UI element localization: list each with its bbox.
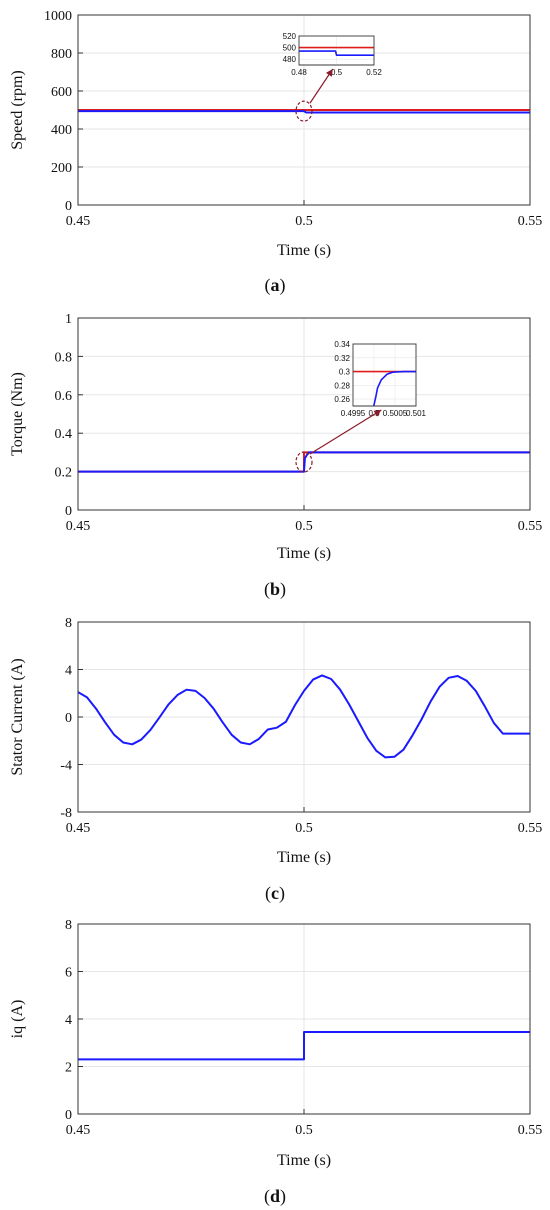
y-tick-label: 0.6 bbox=[55, 389, 73, 404]
x-axis-label: Time (s) bbox=[277, 545, 331, 562]
x-tick-label: 0.55 bbox=[518, 214, 543, 229]
axes-frame bbox=[77, 923, 531, 1115]
caption-letter: c bbox=[271, 883, 279, 903]
axes-frame bbox=[77, 14, 531, 206]
x-tick-label: 0.55 bbox=[518, 1123, 543, 1138]
inset-x-tick-label: 0.4995 bbox=[341, 409, 366, 418]
caption-open: ( bbox=[264, 579, 270, 600]
y-axis-label: Speed (rpm) bbox=[9, 70, 26, 150]
y-tick-label: 0.2 bbox=[55, 466, 73, 481]
y-tick-label: 0 bbox=[65, 711, 72, 726]
inset-y-tick-label: 0.34 bbox=[334, 340, 350, 349]
y-tick-label: 4 bbox=[65, 664, 72, 679]
caption-open: ( bbox=[264, 1186, 270, 1207]
y-tick-label: -8 bbox=[60, 806, 72, 821]
inset-x-tick-label: 0.501 bbox=[406, 409, 427, 418]
caption-letter: a bbox=[271, 275, 280, 295]
chart-a: 0 200 400 600 800 1000 0.45 0.5 0.55 Time (s) Spee… bbox=[9, 9, 542, 296]
series-measured-line bbox=[78, 451, 530, 473]
x-axis-label: Time (s) bbox=[277, 242, 331, 259]
caption-close: ) bbox=[280, 579, 286, 600]
panel-caption: (b) bbox=[264, 579, 286, 600]
chart-b: 0 0.2 0.4 0.6 0.8 1 0.45 0.5 0.55 Time (s) Torque … bbox=[9, 312, 542, 600]
caption-close: ) bbox=[280, 275, 286, 296]
x-tick-label: 0.5 bbox=[295, 519, 313, 534]
x-tick-label: 0.5 bbox=[295, 821, 313, 836]
inset-frame bbox=[298, 35, 375, 66]
x-tick-label: 0.55 bbox=[518, 821, 543, 836]
zoom-inset: 480 500 520 0.48 0.5 0.52 bbox=[283, 32, 382, 122]
x-axis-label: Time (s) bbox=[277, 1152, 331, 1169]
inset-x-tick-label: 0.48 bbox=[291, 68, 307, 77]
caption-letter: d bbox=[270, 1186, 280, 1206]
y-tick-label: 8 bbox=[65, 918, 72, 933]
panel-caption: (d) bbox=[264, 1186, 286, 1207]
y-tick-label: -4 bbox=[60, 759, 72, 774]
inset-series-measured-line bbox=[299, 50, 374, 56]
y-tick-label: 2 bbox=[65, 1061, 72, 1076]
x-tick-label: 0.45 bbox=[66, 1123, 91, 1138]
inset-y-tick-label: 480 bbox=[283, 55, 297, 64]
y-axis-label: Stator Current (A) bbox=[9, 658, 26, 775]
x-tick-label: 0.5 bbox=[295, 1123, 313, 1138]
y-tick-label: 1000 bbox=[44, 9, 72, 24]
caption-letter: b bbox=[270, 579, 280, 599]
chart-c: -8 -4 0 4 8 0.45 0.5 0.55 Time (s) Stator Current… bbox=[9, 616, 542, 904]
y-tick-label: 200 bbox=[51, 161, 72, 176]
y-axis-label: Torque (Nm) bbox=[9, 372, 26, 456]
y-tick-label: 0 bbox=[65, 1108, 72, 1123]
inset-y-tick-label: 0.3 bbox=[339, 368, 351, 377]
x-tick-label: 0.45 bbox=[66, 519, 91, 534]
y-tick-label: 800 bbox=[51, 47, 72, 62]
caption-close: ) bbox=[279, 883, 285, 904]
series-measured-line bbox=[78, 1031, 530, 1061]
y-tick-label: 0.4 bbox=[55, 427, 73, 442]
series-measured-line bbox=[78, 110, 530, 114]
y-tick-label: 600 bbox=[51, 85, 72, 100]
x-axis-label: Time (s) bbox=[277, 849, 331, 866]
chart-d: 0 2 4 6 8 0.45 0.5 0.55 Time (s) iq (A) (d) bbox=[9, 918, 542, 1207]
inset-y-tick-label: 500 bbox=[283, 44, 297, 53]
y-tick-label: 0 bbox=[65, 504, 72, 519]
y-tick-label: 6 bbox=[65, 966, 72, 981]
zoom-arrow-head bbox=[373, 410, 382, 417]
y-tick-label: 0.8 bbox=[55, 350, 73, 365]
x-tick-label: 0.55 bbox=[518, 519, 543, 534]
caption-close: ) bbox=[280, 1186, 286, 1207]
inset-frame-bg bbox=[352, 343, 417, 407]
zoom-marker-ellipse bbox=[295, 451, 313, 473]
y-axis-label: iq (A) bbox=[9, 1000, 26, 1039]
y-tick-label: 400 bbox=[51, 123, 72, 138]
x-tick-label: 0.45 bbox=[66, 214, 91, 229]
x-tick-label: 0.5 bbox=[295, 214, 313, 229]
inset-y-tick-label: 0.26 bbox=[334, 395, 350, 404]
y-tick-label: 8 bbox=[65, 616, 72, 631]
inset-x-tick-label: 0.52 bbox=[366, 68, 382, 77]
x-tick-label: 0.45 bbox=[66, 821, 91, 836]
caption-open: ( bbox=[265, 883, 271, 904]
y-tick-label: 1 bbox=[65, 312, 72, 327]
y-tick-label: 0 bbox=[65, 199, 72, 214]
inset-y-tick-label: 0.28 bbox=[334, 381, 350, 390]
inset-y-tick-label: 0.32 bbox=[334, 354, 350, 363]
inset-x-tick-label: 0.5 bbox=[368, 409, 380, 418]
inset-x-tick-label: 0.5 bbox=[331, 68, 343, 77]
inset-x-tick-label: 0.5005 bbox=[383, 409, 408, 418]
axes-frame bbox=[77, 317, 531, 511]
zoom-marker-ellipse bbox=[295, 100, 313, 122]
zoom-arrow-line bbox=[309, 409, 382, 455]
zoom-arrow-head bbox=[325, 69, 333, 77]
panel-caption: (a) bbox=[265, 275, 286, 296]
y-tick-label: 4 bbox=[65, 1013, 72, 1028]
axes-frame bbox=[77, 621, 531, 813]
caption-open: ( bbox=[265, 275, 271, 296]
inset-frame bbox=[352, 343, 417, 407]
inset-y-tick-label: 520 bbox=[283, 32, 297, 41]
panel-caption: (c) bbox=[265, 883, 285, 904]
series-measured-line bbox=[77, 674, 530, 759]
inset-series-measured-line bbox=[372, 370, 416, 407]
